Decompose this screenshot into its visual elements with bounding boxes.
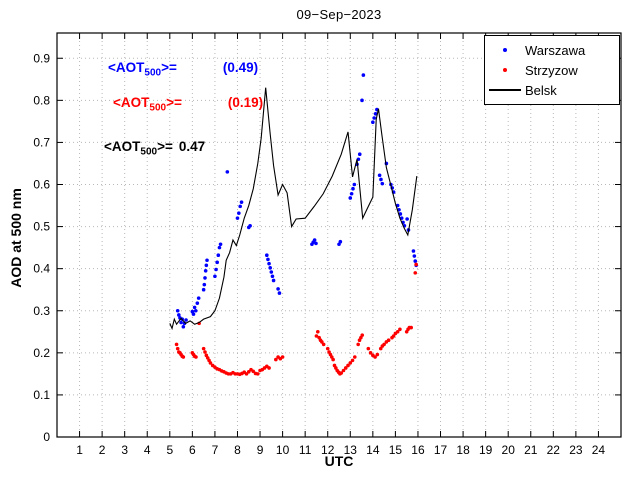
x-axis-label: UTC [324,453,354,469]
legend-item-strzyzow: Strzyzow [485,60,619,80]
svg-text:22: 22 [547,443,561,457]
annotation-prefix: <AOT500>= [104,139,173,158]
chart-title: 09−Sep−2023 [296,7,382,22]
svg-text:21: 21 [524,443,538,457]
svg-text:24: 24 [592,443,606,457]
svg-text:9: 9 [257,443,264,457]
svg-text:10: 10 [276,443,290,457]
svg-text:0.2: 0.2 [33,346,50,360]
annotation-value: (0.49) [222,60,259,75]
legend-label: Belsk [525,82,557,98]
annotation-warszawa-mean: <AOT500>= (0.49) [108,60,258,79]
svg-text:15: 15 [389,443,403,457]
svg-text:16: 16 [411,443,425,457]
annotation-belsk-mean: <AOT500>= 0.47 [104,139,205,158]
strzyzow-dot-icon [503,68,507,72]
svg-text:0.3: 0.3 [33,304,50,318]
svg-text:18: 18 [456,443,470,457]
annotation-strzyzow-mean: <AOT500>= (0.19) [113,95,263,114]
legend-item-belsk: Belsk [485,80,619,100]
svg-text:2: 2 [99,443,106,457]
svg-text:6: 6 [189,443,196,457]
svg-text:0.5: 0.5 [33,220,50,234]
svg-text:20: 20 [502,443,516,457]
annotation-value: (0.19) [227,95,264,110]
annotation-prefix: <AOT500>= [108,60,177,79]
marker-cell [485,68,525,72]
svg-text:7: 7 [212,443,219,457]
svg-text:0: 0 [43,430,50,444]
svg-text:0.6: 0.6 [33,178,50,192]
warszawa-dot-icon [503,48,507,52]
svg-text:12: 12 [321,443,335,457]
svg-text:0.4: 0.4 [33,262,50,276]
annotation-value: 0.47 [178,139,206,154]
svg-text:17: 17 [434,443,448,457]
legend-label: Warszawa [525,42,586,58]
legend-item-warszawa: Warszawa [485,40,619,60]
y-axis-label: AOD at 500 nm [8,188,24,288]
marker-cell [485,48,525,52]
svg-text:0.1: 0.1 [33,388,50,402]
svg-text:3: 3 [121,443,128,457]
marker-cell [485,89,525,91]
legend-label: Strzyzow [525,62,578,78]
svg-text:5: 5 [166,443,173,457]
legend: Warszawa Strzyzow Belsk [484,35,620,105]
svg-text:4: 4 [144,443,151,457]
svg-text:13: 13 [344,443,358,457]
svg-text:0.8: 0.8 [33,93,50,107]
svg-text:14: 14 [366,443,380,457]
svg-text:23: 23 [569,443,583,457]
svg-text:19: 19 [479,443,493,457]
svg-text:8: 8 [234,443,241,457]
belsk-line-icon [489,89,521,91]
svg-text:0.7: 0.7 [33,135,50,149]
svg-text:11: 11 [299,443,312,457]
svg-text:1: 1 [76,443,83,457]
annotation-prefix: <AOT500>= [113,95,182,114]
svg-text:0.9: 0.9 [33,51,50,65]
